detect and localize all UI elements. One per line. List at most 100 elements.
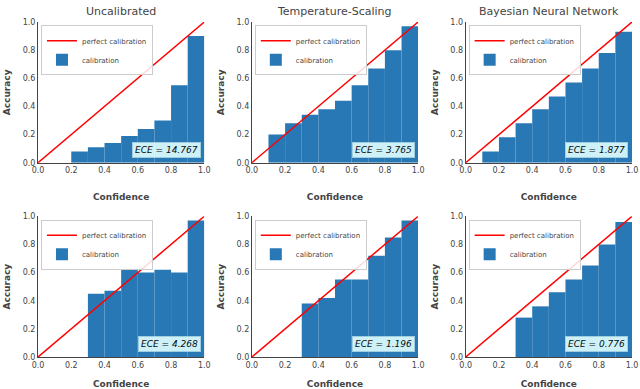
svg-text:Accuracy: Accuracy	[216, 69, 226, 115]
svg-text:0.0: 0.0	[245, 361, 258, 370]
svg-text:0.4: 0.4	[237, 102, 250, 111]
svg-text:0.6: 0.6	[345, 166, 358, 175]
svg-text:0.8: 0.8	[592, 166, 605, 175]
svg-text:0.8: 0.8	[379, 361, 392, 370]
svg-text:Accuracy: Accuracy	[2, 264, 12, 310]
svg-text:0.4: 0.4	[450, 297, 463, 306]
svg-text:1.0: 1.0	[450, 212, 463, 221]
svg-text:0.8: 0.8	[450, 46, 463, 55]
svg-text:0.0: 0.0	[237, 353, 250, 362]
svg-text:0.4: 0.4	[98, 166, 111, 175]
svg-text:ECE = 4.268: ECE = 4.268	[141, 339, 198, 349]
svg-text:0.6: 0.6	[237, 74, 250, 83]
svg-text:0.0: 0.0	[23, 159, 36, 168]
svg-text:0.4: 0.4	[526, 166, 539, 175]
svg-text:ECE = 0.776: ECE = 0.776	[568, 339, 625, 349]
svg-text:Confidence: Confidence	[93, 192, 149, 202]
svg-text:0.0: 0.0	[459, 361, 472, 370]
svg-text:perfect calibration: perfect calibration	[510, 232, 574, 240]
svg-text:1.0: 1.0	[412, 361, 425, 370]
svg-text:0.2: 0.2	[23, 130, 36, 139]
svg-text:0.6: 0.6	[450, 74, 463, 83]
svg-text:0.6: 0.6	[23, 268, 36, 277]
svg-text:0.4: 0.4	[312, 166, 325, 175]
svg-text:0.2: 0.2	[65, 166, 78, 175]
svg-text:1.0: 1.0	[198, 361, 211, 370]
svg-text:0.2: 0.2	[493, 361, 506, 370]
svg-text:calibration: calibration	[510, 251, 547, 259]
svg-text:Accuracy: Accuracy	[216, 264, 226, 310]
svg-text:0.4: 0.4	[98, 361, 111, 370]
svg-text:1.0: 1.0	[237, 212, 250, 221]
svg-text:ECE = 1.877: ECE = 1.877	[568, 145, 625, 155]
svg-text:0.2: 0.2	[237, 130, 250, 139]
svg-text:perfect calibration: perfect calibration	[82, 38, 146, 46]
svg-text:0.8: 0.8	[165, 166, 178, 175]
svg-text:Confidence: Confidence	[307, 192, 363, 202]
svg-text:0.0: 0.0	[237, 159, 250, 168]
svg-text:perfect calibration: perfect calibration	[296, 38, 360, 46]
svg-text:0.4: 0.4	[312, 361, 325, 370]
svg-text:Accuracy: Accuracy	[430, 264, 440, 310]
svg-text:perfect calibration: perfect calibration	[82, 232, 146, 240]
svg-text:0.6: 0.6	[345, 361, 358, 370]
svg-text:0.4: 0.4	[237, 297, 250, 306]
svg-text:1.0: 1.0	[198, 166, 211, 175]
svg-text:Accuracy: Accuracy	[430, 69, 440, 115]
svg-text:Confidence: Confidence	[307, 379, 363, 389]
svg-text:0.2: 0.2	[279, 166, 292, 175]
svg-text:0.6: 0.6	[559, 361, 572, 370]
svg-text:Confidence: Confidence	[93, 379, 149, 389]
svg-text:ECE = 14.767: ECE = 14.767	[135, 145, 198, 155]
svg-text:1.0: 1.0	[23, 212, 36, 221]
svg-text:ECE = 1.196: ECE = 1.196	[355, 339, 412, 349]
svg-text:calibration: calibration	[296, 251, 333, 259]
svg-text:0.6: 0.6	[131, 361, 144, 370]
svg-text:0.2: 0.2	[65, 361, 78, 370]
svg-text:0.2: 0.2	[450, 325, 463, 334]
svg-text:0.8: 0.8	[379, 166, 392, 175]
svg-text:0.4: 0.4	[450, 102, 463, 111]
svg-text:0.0: 0.0	[450, 159, 463, 168]
svg-text:calibration: calibration	[82, 57, 119, 65]
svg-text:calibration: calibration	[82, 251, 119, 259]
svg-text:0.0: 0.0	[32, 361, 45, 370]
svg-text:0.2: 0.2	[23, 325, 36, 334]
svg-text:0.6: 0.6	[559, 166, 572, 175]
svg-text:0.8: 0.8	[237, 46, 250, 55]
svg-text:Accuracy: Accuracy	[2, 69, 12, 115]
svg-text:0.8: 0.8	[237, 240, 250, 249]
svg-text:0.8: 0.8	[23, 240, 36, 249]
svg-text:calibration: calibration	[296, 57, 333, 65]
svg-text:1.0: 1.0	[237, 18, 250, 27]
svg-text:Confidence: Confidence	[521, 192, 577, 202]
svg-text:Bayesian Neural Network: Bayesian Neural Network	[479, 5, 619, 18]
svg-text:0.8: 0.8	[592, 361, 605, 370]
svg-text:1.0: 1.0	[626, 166, 639, 175]
svg-text:0.6: 0.6	[23, 74, 36, 83]
svg-text:0.0: 0.0	[459, 166, 472, 175]
svg-text:0.2: 0.2	[279, 361, 292, 370]
svg-text:1.0: 1.0	[23, 18, 36, 27]
svg-text:0.8: 0.8	[450, 240, 463, 249]
svg-text:0.0: 0.0	[23, 353, 36, 362]
svg-text:0.2: 0.2	[237, 325, 250, 334]
svg-text:perfect calibration: perfect calibration	[510, 38, 574, 46]
svg-text:Temperature-Scaling: Temperature-Scaling	[277, 5, 392, 18]
svg-text:ECE = 3.765: ECE = 3.765	[355, 145, 412, 155]
svg-text:Confidence: Confidence	[521, 379, 577, 389]
svg-text:1.0: 1.0	[626, 361, 639, 370]
svg-text:1.0: 1.0	[412, 166, 425, 175]
svg-text:0.8: 0.8	[23, 46, 36, 55]
svg-text:0.6: 0.6	[450, 268, 463, 277]
svg-text:0.4: 0.4	[23, 102, 36, 111]
svg-text:0.2: 0.2	[493, 166, 506, 175]
svg-text:1.0: 1.0	[450, 18, 463, 27]
svg-text:0.0: 0.0	[245, 166, 258, 175]
svg-text:0.8: 0.8	[165, 361, 178, 370]
svg-text:perfect calibration: perfect calibration	[296, 232, 360, 240]
svg-text:0.4: 0.4	[526, 361, 539, 370]
svg-text:0.0: 0.0	[32, 166, 45, 175]
svg-text:0.6: 0.6	[237, 268, 250, 277]
svg-text:0.6: 0.6	[131, 166, 144, 175]
